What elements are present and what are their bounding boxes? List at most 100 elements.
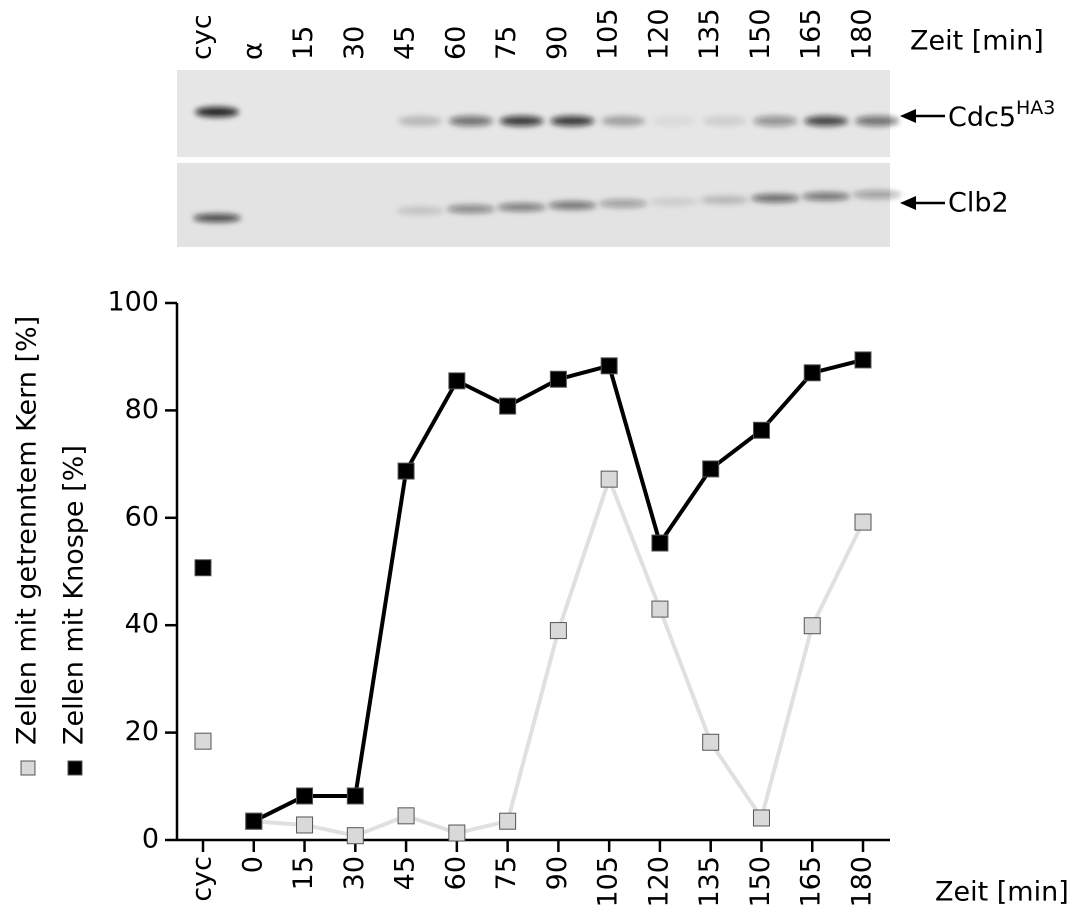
- data-point: [550, 371, 566, 387]
- legend-marker: [68, 761, 82, 775]
- x-tick-label: 75: [491, 856, 522, 890]
- data-point: [449, 373, 465, 389]
- band-arrow: [900, 109, 945, 210]
- band: [396, 207, 444, 215]
- lane-label: 90: [542, 26, 573, 60]
- legend-label: Zellen mit Knospe [%]: [59, 445, 90, 745]
- x-tick-label: 90: [542, 856, 573, 890]
- data-point: [347, 828, 363, 844]
- data-point: [753, 810, 769, 826]
- data-point: [500, 398, 516, 414]
- data-point: [449, 825, 465, 841]
- band-name: Cdc5: [948, 102, 1016, 133]
- band: [652, 116, 696, 126]
- x-tick-label: 150: [745, 856, 776, 908]
- legend-label: Zellen mit getrenntem Kern [%]: [12, 316, 43, 745]
- data-point: [804, 618, 820, 634]
- blot-axis-label: Zeit [min]: [910, 26, 1044, 57]
- band: [701, 196, 749, 204]
- line-segment: [609, 366, 660, 543]
- lane-label: α: [237, 42, 268, 60]
- band: [449, 116, 493, 126]
- data-point: [195, 733, 211, 749]
- band: [548, 201, 596, 209]
- band: [804, 116, 848, 126]
- band-superscript: HA3: [1016, 97, 1055, 119]
- lane-label: 45: [390, 26, 421, 60]
- lane-label: 30: [339, 26, 370, 60]
- band-label: Clb2: [948, 188, 1009, 219]
- data-point: [297, 788, 313, 804]
- line-segment: [355, 471, 406, 796]
- line-segment: [660, 609, 711, 742]
- line-segment: [761, 373, 812, 430]
- data-point: [347, 788, 363, 804]
- y-tick-label: 80: [125, 394, 159, 425]
- x-tick-label: 60: [440, 856, 471, 890]
- data-point: [195, 560, 211, 576]
- data-point: [804, 365, 820, 381]
- band: [753, 116, 797, 126]
- lane-label: 165: [796, 8, 827, 60]
- band: [855, 116, 899, 126]
- line-segment: [406, 381, 457, 471]
- line-segment: [812, 522, 863, 626]
- figure: Cdc5HA3 Clb2 Zeit [min] Zeit [min] cyc α 1…: [0, 0, 1081, 913]
- legend-marker: [21, 761, 35, 775]
- data-point: [855, 352, 871, 368]
- data-point: [500, 813, 516, 829]
- data-point: [703, 734, 719, 750]
- band: [550, 116, 594, 126]
- x-tick-label: 105: [593, 856, 624, 908]
- band: [195, 107, 239, 117]
- lane-label: 180: [847, 8, 878, 60]
- lane-label: 150: [745, 8, 776, 60]
- band: [703, 116, 747, 126]
- y-tick-label: 60: [125, 501, 159, 532]
- data-point: [703, 461, 719, 477]
- band-label: Cdc5HA3: [948, 97, 1055, 133]
- band: [853, 191, 901, 199]
- band: [599, 200, 647, 208]
- blot-panel: [177, 70, 890, 157]
- band: [802, 192, 850, 200]
- data-point: [855, 514, 871, 530]
- data-point: [398, 463, 414, 479]
- lane-label: 75: [491, 26, 522, 60]
- band: [447, 205, 495, 213]
- band: [601, 116, 645, 126]
- x-tick-label: 30: [339, 856, 370, 890]
- y-tick-label: 20: [125, 716, 159, 747]
- lane-label: 15: [288, 26, 319, 60]
- data-point: [753, 422, 769, 438]
- x-tick-label: 180: [847, 856, 878, 908]
- x-tick-label: cyc: [187, 856, 218, 902]
- y-tick-label: 40: [125, 609, 159, 640]
- line-segment: [761, 626, 812, 818]
- band: [193, 214, 241, 222]
- data-point: [550, 623, 566, 639]
- data-point: [297, 817, 313, 833]
- x-tick-label: 45: [390, 856, 421, 890]
- data-point: [601, 471, 617, 487]
- lane-label: 120: [643, 8, 674, 60]
- lane-label: 105: [593, 8, 624, 60]
- x-axis-label: Zeit [min]: [935, 877, 1069, 908]
- band: [498, 203, 546, 211]
- data-point: [398, 808, 414, 824]
- data-point: [601, 358, 617, 374]
- band: [398, 116, 442, 126]
- x-tick-label: 135: [694, 856, 725, 908]
- lane-label: 135: [694, 8, 725, 60]
- lane-label: cyc: [187, 14, 218, 60]
- line-segment: [558, 479, 609, 630]
- x-tick-label: 120: [643, 856, 674, 908]
- data-point: [246, 813, 262, 829]
- band: [751, 194, 799, 202]
- x-tick-label: 15: [288, 856, 319, 890]
- x-tick-label: 165: [796, 856, 827, 908]
- lane-label: 60: [440, 26, 471, 60]
- y-tick-label: 0: [142, 824, 159, 855]
- band: [500, 116, 544, 126]
- data-point: [652, 601, 668, 617]
